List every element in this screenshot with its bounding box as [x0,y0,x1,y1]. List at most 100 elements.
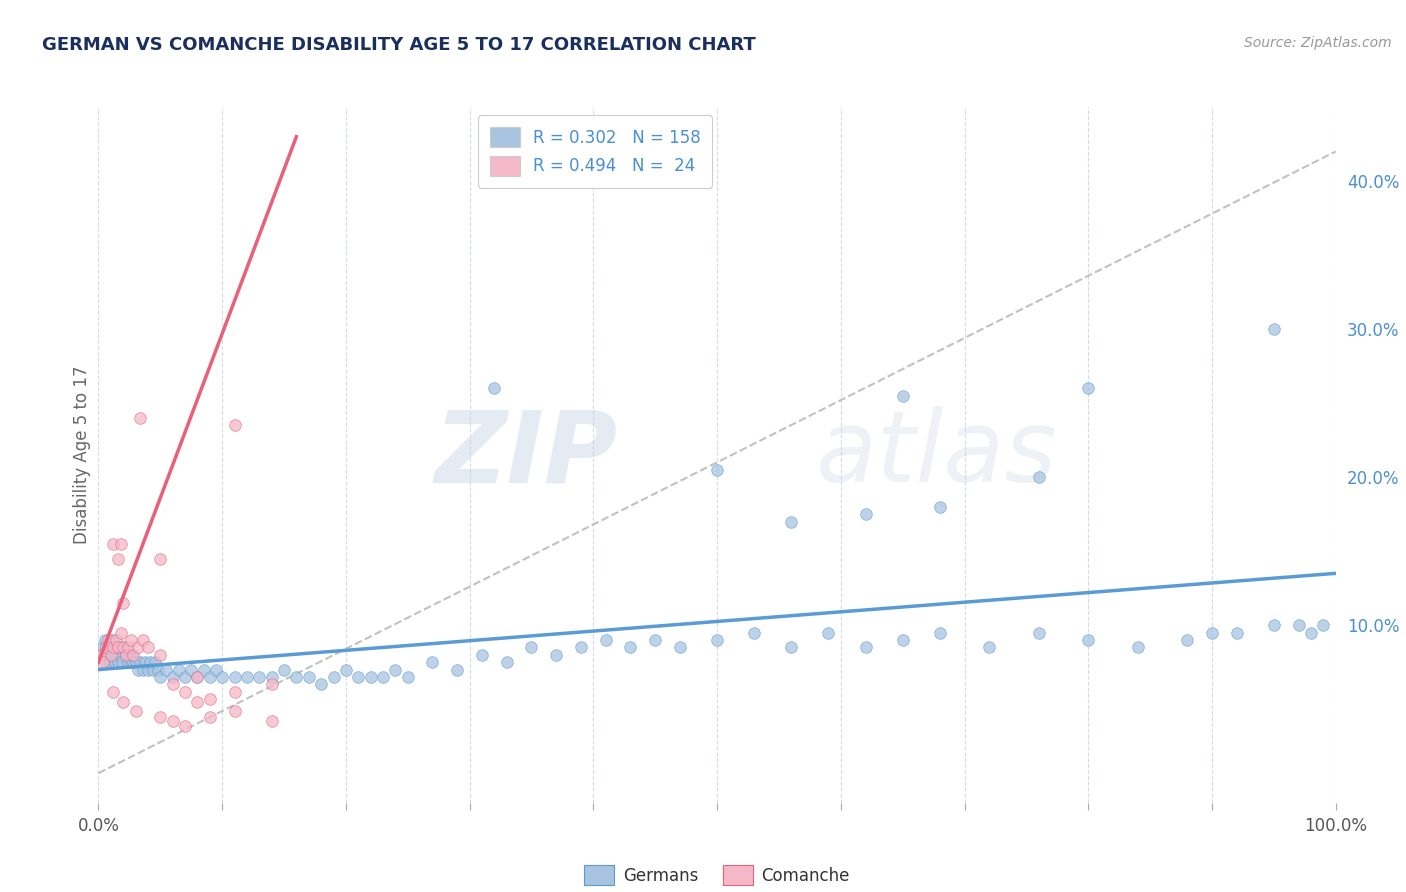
Point [100,640,122,655]
Point [1312,618,1334,632]
Point [136,663,159,677]
Point [260,670,283,684]
Point [167,663,190,677]
Point [260,714,283,729]
Point [891,389,914,403]
Point [112,640,135,655]
Point [103,640,125,655]
Point [93,632,115,647]
Point [224,685,246,699]
Point [110,625,132,640]
Point [101,632,124,647]
Point [1201,625,1223,640]
Point [471,648,494,662]
Point [174,670,197,684]
Point [211,670,233,684]
Point [107,551,129,566]
Point [120,655,142,669]
Point [224,670,246,684]
Point [817,625,839,640]
Point [198,710,221,724]
Point [162,714,184,729]
Point [107,655,129,669]
Point [93,640,115,655]
Point [384,663,406,677]
Point [96,648,118,662]
Point [1288,618,1310,632]
Point [103,655,125,669]
Point [143,655,166,669]
Point [198,670,221,684]
Point [118,648,141,662]
Y-axis label: Disability Age 5 to 17: Disability Age 5 to 17 [73,366,91,544]
Point [186,695,208,709]
Point [644,632,666,647]
Point [174,719,197,733]
Point [298,670,321,684]
Point [90,648,112,662]
Point [134,655,156,669]
Point [94,640,117,655]
Point [520,640,543,655]
Point [136,640,159,655]
Point [132,632,155,647]
Text: atlas: atlas [815,407,1057,503]
Point [114,648,136,662]
Point [495,655,517,669]
Point [117,640,139,655]
Point [273,663,295,677]
Point [124,704,146,718]
Point [1077,632,1099,647]
Point [162,670,184,684]
Point [121,648,143,662]
Point [108,640,131,655]
Point [335,663,357,677]
Point [371,670,394,684]
Point [142,663,165,677]
Point [928,500,950,514]
Point [146,663,169,677]
Point [347,670,370,684]
Point [595,632,617,647]
Point [149,551,172,566]
Point [484,381,506,395]
Text: Source: ZipAtlas.com: Source: ZipAtlas.com [1244,36,1392,50]
Point [1028,470,1050,484]
Point [103,648,125,662]
Point [111,655,134,669]
Point [396,670,419,684]
Point [186,670,208,684]
Point [104,632,127,647]
Point [928,625,950,640]
Point [186,670,208,684]
Point [706,632,728,647]
Point [98,655,121,669]
Point [97,632,120,647]
Point [780,640,803,655]
Point [139,655,162,669]
Point [112,695,135,709]
Point [120,632,142,647]
Point [1028,625,1050,640]
Point [322,670,344,684]
Point [979,640,1001,655]
Point [114,648,136,662]
Point [93,655,115,669]
Point [103,685,125,699]
Point [224,418,246,433]
Point [112,596,135,610]
Point [1299,625,1322,640]
Point [97,640,120,655]
Point [706,463,728,477]
Point [162,677,184,691]
Point [124,655,146,669]
Point [149,710,172,724]
Point [236,670,259,684]
Point [110,648,132,662]
Point [193,663,215,677]
Legend: Germans, Comanche: Germans, Comanche [578,858,856,892]
Point [360,670,382,684]
Point [155,663,177,677]
Point [105,648,128,662]
Point [1263,618,1285,632]
